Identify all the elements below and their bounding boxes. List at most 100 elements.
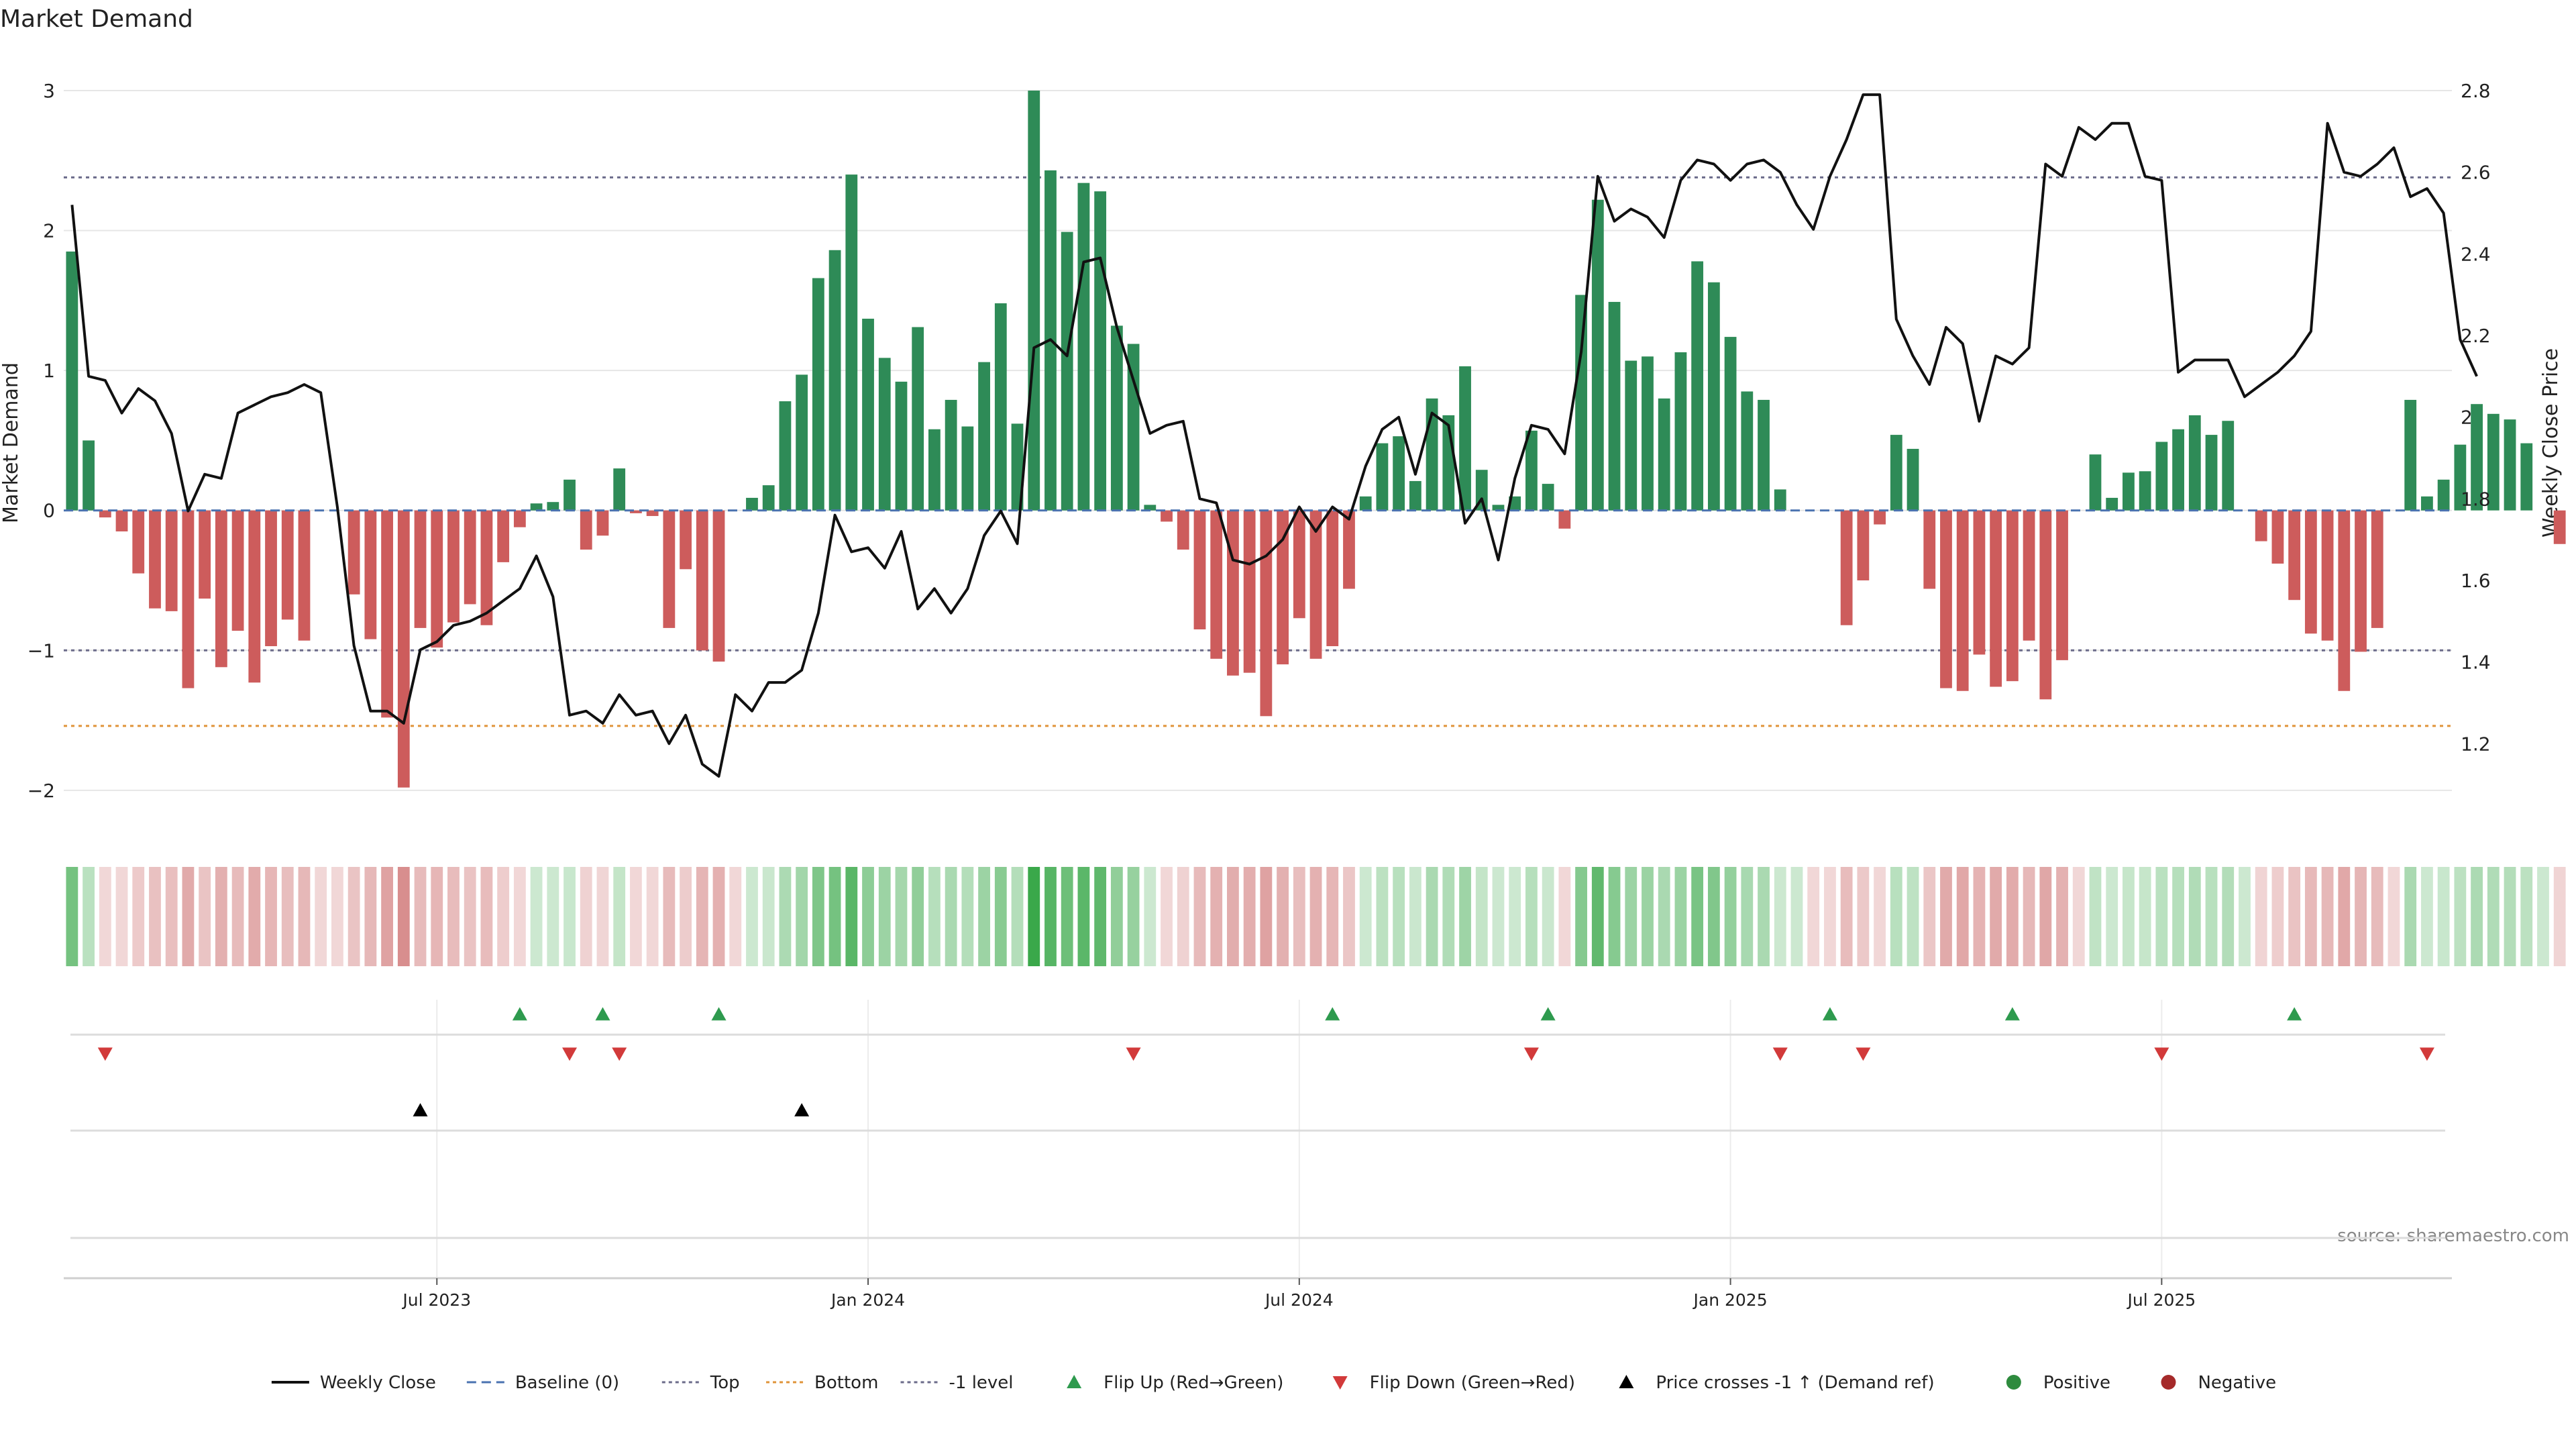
demand-bar-positive [1459, 366, 1471, 511]
legend-label: Flip Up (Red→Green) [1104, 1373, 1283, 1393]
heat-cell-positive [1426, 867, 1438, 966]
heat-cell-negative [149, 867, 161, 966]
y-right-tick-label: 1.6 [2461, 570, 2491, 592]
demand-bar-positive [1758, 399, 1770, 511]
heat-cell-positive [2437, 867, 2450, 966]
demand-bar-negative [298, 510, 311, 641]
heat-cell-negative [663, 867, 676, 966]
demand-bar-positive [1359, 496, 1372, 511]
heat-cell-positive [2487, 867, 2500, 966]
flip-up-marker [1540, 1007, 1556, 1021]
source-note: source: sharemaestro.com [2337, 1226, 2569, 1246]
heat-cell-positive [1658, 867, 1670, 966]
demand-bar-positive [945, 399, 957, 511]
demand-bar-positive [2106, 497, 2118, 511]
demand-bar-positive [779, 401, 792, 511]
flip-up-marker [1325, 1007, 1340, 1021]
heat-cell-positive [83, 867, 95, 966]
demand-bar-negative [580, 510, 592, 550]
x-axis: Jul 2023 Jan 2024 Jul 2024 Jan 2025 Jul 2025 [64, 1277, 2452, 1310]
x-tick-label: Jan 2024 [830, 1290, 905, 1310]
heat-cell-positive [878, 867, 891, 966]
legend-item: Flip Down (Green→Red) [1332, 1373, 1575, 1393]
heat-cell-positive [2222, 867, 2235, 966]
heat-cell-negative [1874, 867, 1886, 966]
heat-cell-negative [2023, 867, 2035, 966]
demand-bar-negative [1990, 510, 2002, 687]
demand-bar-negative [149, 510, 161, 609]
heat-cell-negative [1309, 867, 1322, 966]
y-right-tick-label: 2.8 [2461, 80, 2491, 102]
y-axis-right-label: Weekly Close Price [2539, 348, 2563, 537]
demand-bar-negative [1210, 510, 1223, 659]
demand-bar-positive [878, 358, 891, 511]
demand-bar-negative [1940, 510, 1952, 688]
heat-cell-negative [1243, 867, 1256, 966]
heat-cell-negative [2338, 867, 2351, 966]
demand-bar-negative [364, 510, 377, 639]
heat-cell-positive [2504, 867, 2516, 966]
demand-bar-negative [2255, 510, 2267, 541]
heat-cell-positive [1442, 867, 1455, 966]
heat-cell-negative [680, 867, 692, 966]
flip-down-marker [1523, 1047, 1539, 1061]
heat-cell-negative [2304, 867, 2317, 966]
heat-cell-negative [2288, 867, 2301, 966]
heat-cell-positive [2123, 867, 2135, 966]
heat-cell-positive [2155, 867, 2168, 966]
heat-cell-negative [165, 867, 178, 966]
heat-cell-negative [1343, 867, 1355, 966]
demand-bar-positive [1475, 470, 1488, 511]
heat-cell-negative [182, 867, 195, 966]
demand-bar-negative [397, 510, 410, 788]
heat-cell-negative [1558, 867, 1571, 966]
demand-bar-positive [2222, 421, 2235, 511]
demand-bar-negative [1857, 510, 1870, 580]
heat-cell-negative [281, 867, 294, 966]
demand-bar-negative [513, 510, 526, 527]
demand-bar-positive [845, 174, 858, 511]
legend-label: Flip Down (Green→Red) [1370, 1373, 1575, 1393]
demand-bar-positive [978, 362, 990, 511]
demand-bar-negative [2371, 510, 2383, 628]
demand-bar-positive [83, 440, 95, 511]
heat-cell-positive [1061, 867, 1073, 966]
heat-cell-positive [961, 867, 974, 966]
heat-cell-negative [1293, 867, 1305, 966]
heat-cell-positive [2139, 867, 2151, 966]
y-right-tick-label: 2.2 [2461, 325, 2491, 347]
demand-bar-positive [2123, 472, 2135, 511]
heat-cell-positive [2089, 867, 2102, 966]
demand-bar-positive [2487, 413, 2500, 511]
heat-cell-positive [845, 867, 858, 966]
heat-cell-positive [1707, 867, 1720, 966]
demand-bar-positive [1492, 505, 1505, 511]
legend-triangle-down-icon [1332, 1376, 1348, 1390]
heat-cell-positive [1110, 867, 1123, 966]
demand-bar-positive [828, 250, 841, 511]
demand-bar-positive [1674, 352, 1687, 511]
demand-bar-positive [928, 429, 941, 511]
demand-bar-negative [680, 510, 692, 570]
y-left-tick-label: 1 [43, 360, 55, 382]
legend-item: Positive [2006, 1373, 2110, 1393]
heat-cell-positive [547, 867, 559, 966]
x-tick-label: Jul 2024 [1264, 1290, 1334, 1310]
y-left-tick-label: 2 [43, 220, 55, 242]
demand-bar-negative [663, 510, 676, 628]
heat-cell-negative [596, 867, 609, 966]
legend-item: Top [661, 1373, 740, 1393]
x-tick-label: Jul 2025 [2126, 1290, 2196, 1310]
demand-bar-positive [2421, 496, 2433, 511]
heat-cell-positive [2471, 867, 2483, 966]
y-left-tick-label: −2 [28, 780, 55, 802]
demand-bar-negative [646, 510, 659, 517]
heat-cell-positive [1509, 867, 1521, 966]
y-right-tick-label: 1.2 [2461, 733, 2491, 755]
demand-bar-positive [2089, 454, 2102, 511]
event-marker-rows [70, 1000, 2445, 1278]
demand-bar-negative [2355, 510, 2367, 652]
demand-bar-positive [1658, 398, 1670, 511]
legend-item: Flip Up (Red→Green) [1067, 1373, 1283, 1393]
heat-cell-positive [1741, 867, 1754, 966]
